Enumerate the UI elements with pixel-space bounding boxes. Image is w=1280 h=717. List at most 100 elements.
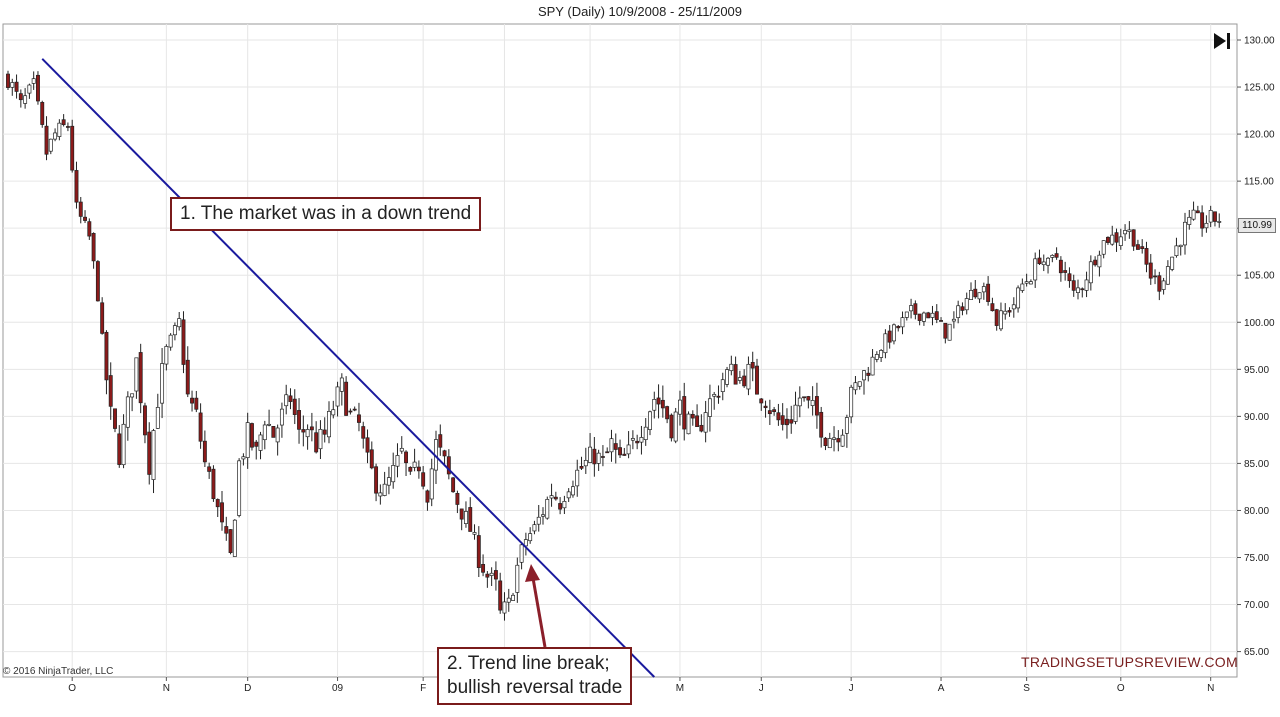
candle-body (459, 508, 464, 520)
y-tick-label: 70.00 (1244, 600, 1269, 611)
candle-body (472, 532, 477, 535)
candle-body (930, 312, 935, 318)
candle-body (104, 331, 109, 381)
candle-body (626, 444, 631, 455)
jump-to-end-icon[interactable] (1212, 32, 1232, 50)
candle-body (207, 466, 212, 472)
candle-body (27, 84, 32, 94)
candle-body (566, 491, 571, 499)
candle-body (866, 372, 871, 376)
candle-body (951, 318, 956, 322)
break-arrow (525, 564, 547, 648)
candle-body (994, 309, 999, 326)
x-tick-label: O (1117, 683, 1125, 694)
candle-body (755, 365, 759, 395)
y-tick-label: 105.00 (1244, 271, 1275, 282)
candle-body (695, 415, 700, 427)
candle-body (1084, 279, 1089, 291)
candle-body (267, 423, 272, 426)
candle-body (669, 414, 674, 439)
candle-body (421, 472, 426, 487)
candle-body (896, 325, 901, 329)
candle-body (904, 311, 909, 318)
candle-body (1101, 240, 1106, 255)
candle-body (498, 580, 503, 611)
candle-body (1041, 261, 1046, 266)
candle-body (729, 363, 734, 372)
candle-body (1123, 230, 1128, 235)
candle-body (168, 334, 173, 348)
candle-body (53, 132, 58, 140)
candle-body (767, 410, 772, 415)
candle-body (1213, 211, 1217, 222)
candle-body (438, 434, 443, 448)
candle-body (344, 381, 349, 416)
candle-body (977, 292, 982, 300)
candle-body (823, 437, 828, 447)
candle-body (399, 447, 404, 452)
candle-body (331, 409, 336, 416)
candle-body (725, 369, 729, 385)
candle-body (639, 437, 644, 443)
candle-body (215, 499, 220, 508)
y-tick-label: 100.00 (1244, 318, 1275, 329)
candle-body (1148, 262, 1153, 279)
candle-body (262, 424, 267, 441)
candle-body (177, 318, 182, 328)
candle-body (862, 370, 866, 381)
candle-body (785, 418, 789, 426)
candle-body (18, 93, 23, 101)
candle-body (202, 440, 207, 463)
candle-body (832, 437, 836, 440)
candle-body (789, 419, 794, 424)
candle-body (926, 312, 931, 319)
candle-body (70, 125, 75, 171)
x-tick-label: O (68, 683, 76, 694)
candle-body (733, 364, 738, 385)
candle-body (493, 570, 498, 580)
annotation-line-1: 2. Trend line break; (447, 653, 610, 674)
candle-body (61, 119, 66, 126)
x-tick-label: J (849, 683, 854, 694)
candle-body (969, 290, 973, 300)
candle-body (408, 466, 413, 472)
candle-body (147, 431, 152, 475)
x-tick-label: D (244, 683, 251, 694)
candle-body (502, 601, 507, 614)
candle-body (1170, 256, 1175, 270)
candle-body (532, 524, 537, 532)
candle-body (65, 126, 70, 128)
copyright-text: © 2016 NinjaTrader, LLC (3, 666, 114, 677)
candle-body (840, 434, 845, 447)
candle-body (1016, 287, 1021, 309)
candle-body (378, 492, 383, 497)
candle-body (352, 408, 357, 411)
candle-body (536, 516, 541, 525)
candle-body (297, 410, 301, 430)
y-tick-label: 80.00 (1244, 506, 1269, 517)
candle-body (6, 73, 10, 88)
candle-body (305, 429, 310, 438)
candle-body (934, 311, 939, 320)
candle-body (1054, 253, 1059, 258)
candle-body (596, 452, 601, 464)
x-tick-label: J (759, 683, 764, 694)
candle-body (468, 507, 473, 532)
candle-body (553, 496, 558, 500)
candle-body (301, 429, 306, 433)
candle-body (656, 397, 661, 405)
candle-body (125, 396, 130, 428)
candle-body (279, 408, 284, 426)
candle-body (232, 519, 237, 557)
grid-lines (3, 24, 1237, 677)
candle-body (630, 438, 635, 441)
candle-body (237, 460, 242, 516)
candle-body (1058, 259, 1063, 274)
candle-body (1161, 280, 1166, 290)
candle-body (973, 288, 978, 298)
candle-body (446, 456, 451, 475)
candle-body (819, 411, 824, 438)
candle-body (318, 428, 323, 450)
arrow-head (525, 564, 540, 582)
candle-body (292, 398, 297, 415)
